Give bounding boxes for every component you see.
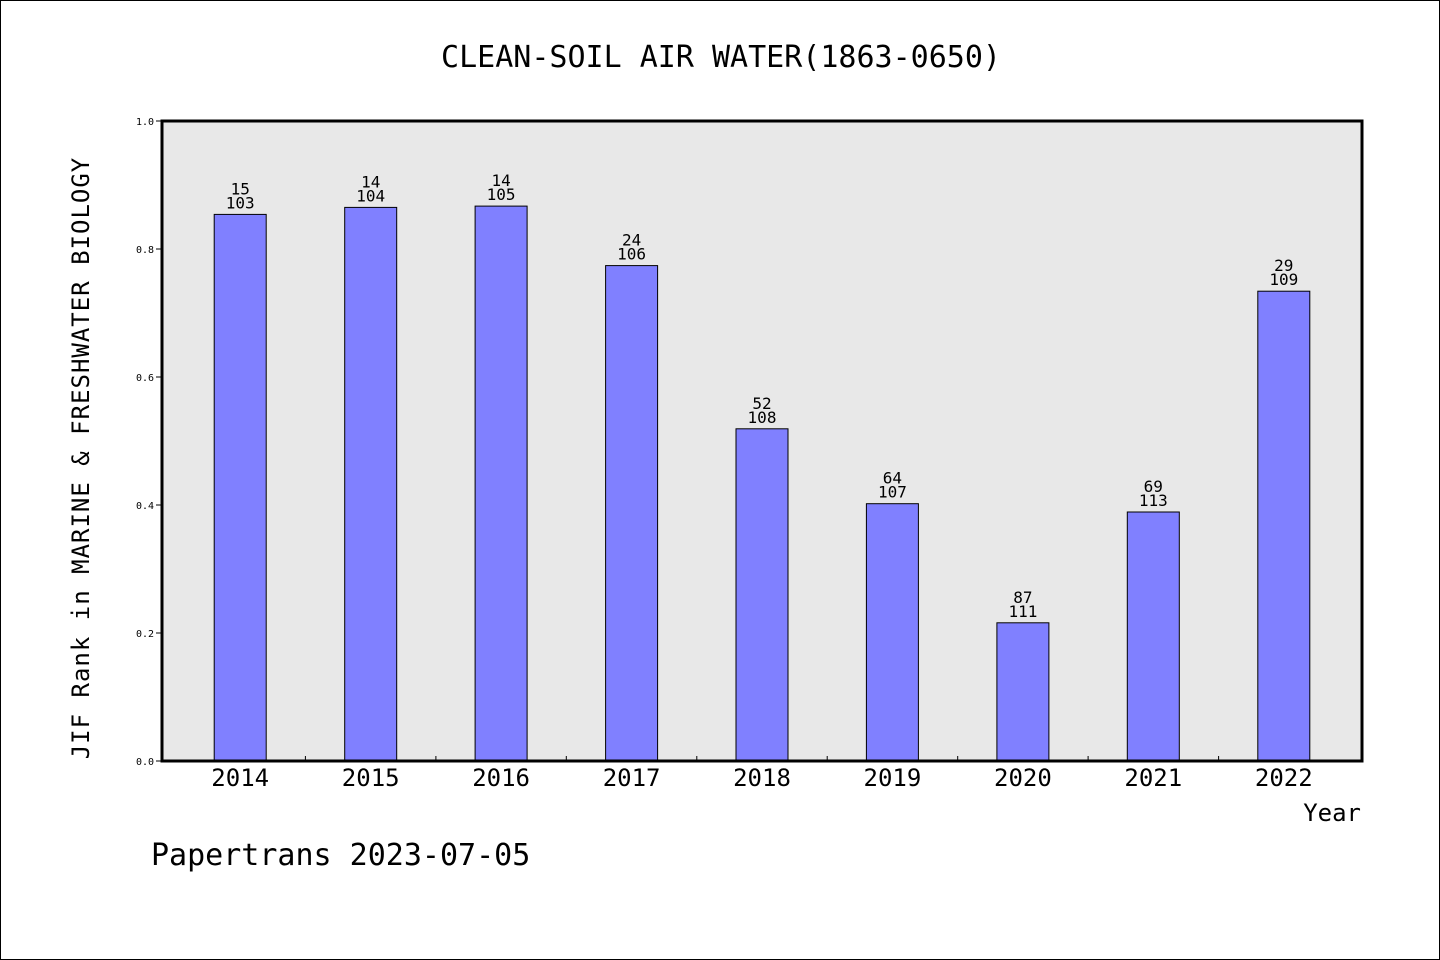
x-tick-label-2021: 2021 bbox=[1124, 764, 1182, 792]
bars-layer: 1510314104141052410652108641078711169113… bbox=[213, 171, 1311, 762]
bar-total-label-2019: 107 bbox=[878, 483, 907, 502]
y-tick-label: 0.8 bbox=[136, 245, 154, 256]
bar-rank-label-2018: 52 bbox=[752, 394, 771, 413]
y-tick-label: 1.0 bbox=[136, 117, 154, 128]
x-tick-label-2018: 2018 bbox=[733, 764, 791, 792]
bar-total-label-2020: 111 bbox=[1008, 602, 1037, 621]
x-tick-label-2014: 2014 bbox=[211, 764, 269, 792]
y-tick-label: 0.0 bbox=[136, 757, 154, 768]
bar-total-label-2017: 106 bbox=[617, 245, 646, 264]
bar-2014 bbox=[213, 213, 267, 762]
x-tick-label-2020: 2020 bbox=[994, 764, 1052, 792]
bar-total-label-2015: 104 bbox=[356, 186, 385, 205]
bar-2021 bbox=[1126, 511, 1180, 762]
y-axis-label: JIF Rank in MARINE & FRESHWATER BIOLOGY bbox=[67, 157, 95, 760]
bar-rank-label-2014: 15 bbox=[231, 179, 250, 198]
bar-2015 bbox=[344, 206, 398, 762]
x-tick-label-2016: 2016 bbox=[472, 764, 530, 792]
bar-2017 bbox=[605, 265, 659, 762]
bar-total-label-2018: 108 bbox=[748, 408, 777, 427]
plot-frame bbox=[160, 119, 1364, 763]
y-tick-label: 0.6 bbox=[136, 373, 154, 384]
x-tick-label-2015: 2015 bbox=[342, 764, 400, 792]
y-tick-label: 0.4 bbox=[136, 501, 154, 512]
x-tick-label-2022: 2022 bbox=[1255, 764, 1313, 792]
bar-rank-label-2021: 69 bbox=[1144, 477, 1163, 496]
chart-title: CLEAN-SOIL AIR WATER(1863-0650) bbox=[441, 40, 1001, 75]
bar-rank-label-2015: 14 bbox=[361, 172, 380, 191]
bar-rank-label-2017: 24 bbox=[622, 231, 641, 250]
bar-total-label-2021: 113 bbox=[1139, 491, 1168, 510]
bar-rank-label-2022: 29 bbox=[1274, 256, 1293, 275]
x-tick-label-2017: 2017 bbox=[603, 764, 661, 792]
bar-rank-label-2020: 87 bbox=[1013, 588, 1032, 607]
bar-total-label-2022: 109 bbox=[1269, 270, 1298, 289]
ticks-layer: 2014 2015 2016 2017 2018 2019 2020 2021 2022 0.0 0… bbox=[136, 117, 1313, 792]
bar-2016 bbox=[474, 205, 528, 762]
footer-credit: Papertrans 2023-07-05 bbox=[151, 838, 530, 873]
bar-total-label-2016: 105 bbox=[487, 185, 516, 204]
bar-2018 bbox=[735, 428, 789, 762]
bar-rank-label-2016: 14 bbox=[491, 171, 510, 190]
bar-2019 bbox=[865, 503, 919, 762]
bar-2022 bbox=[1257, 290, 1311, 762]
x-tick-label-2019: 2019 bbox=[864, 764, 922, 792]
bar-2020 bbox=[996, 622, 1050, 762]
y-tick-label: 0.2 bbox=[136, 629, 154, 640]
bar-rank-label-2019: 64 bbox=[883, 469, 902, 488]
bar-total-label-2014: 103 bbox=[226, 193, 255, 212]
x-axis-label: Year bbox=[1303, 799, 1361, 827]
